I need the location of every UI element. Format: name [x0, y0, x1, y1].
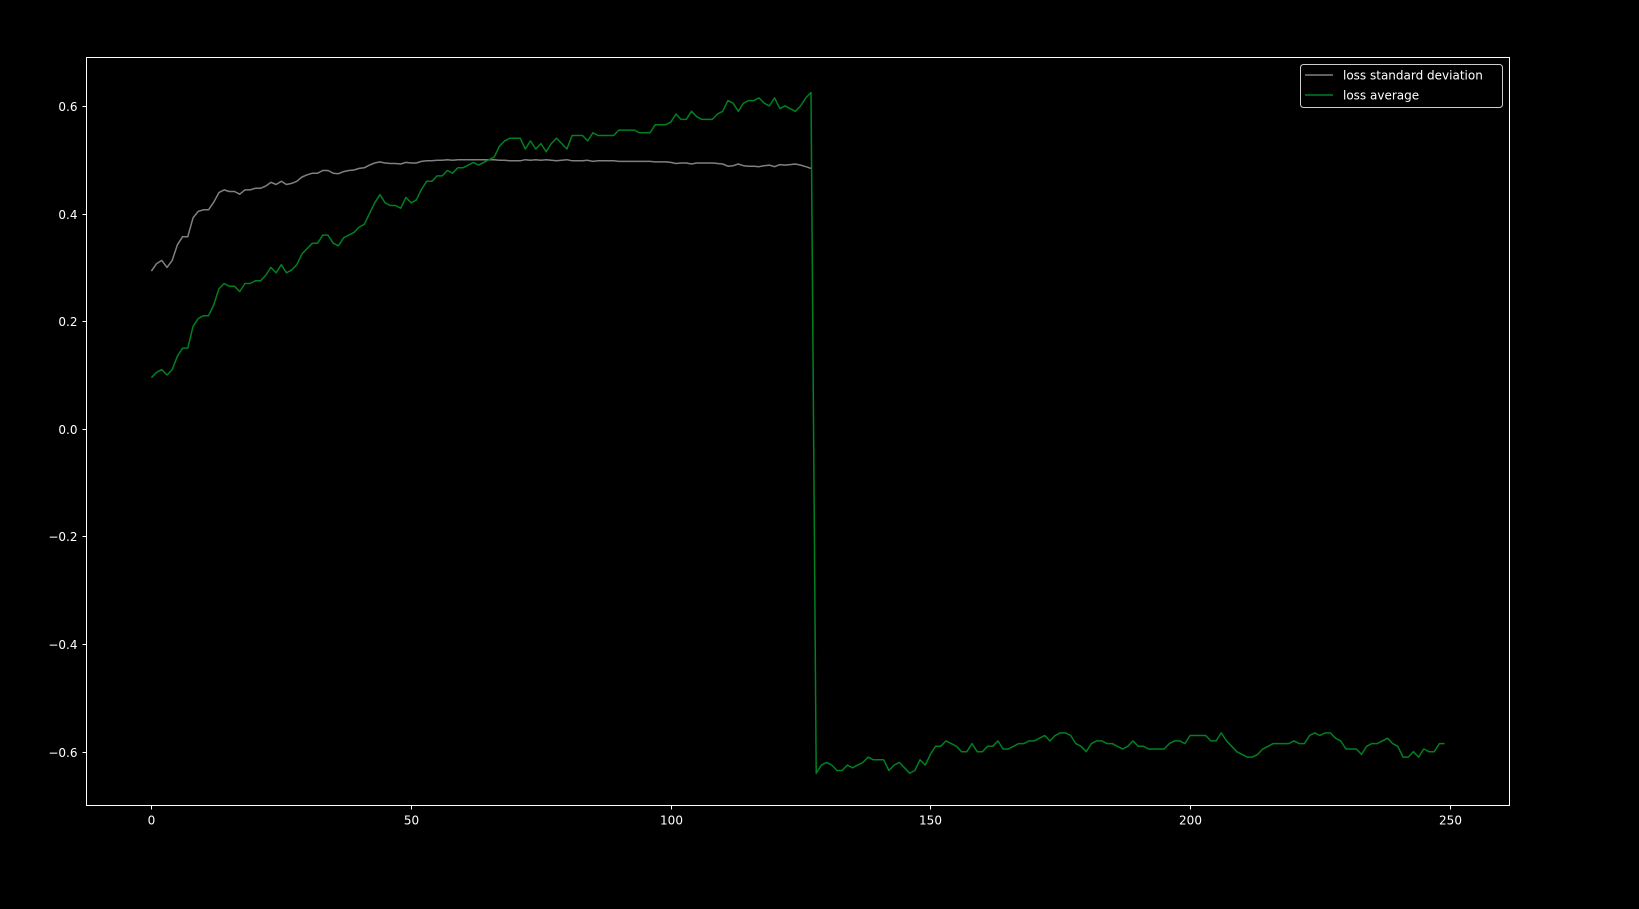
x-axis: 0 50 100 150 200 250 — [148, 805, 1462, 828]
legend-box — [1300, 64, 1503, 108]
series-line-loss-std — [150, 158, 812, 272]
x-tick-label: 150 — [919, 814, 942, 828]
plot-lines — [150, 91, 1445, 774]
legend-label-std: loss standard deviation — [1343, 69, 1483, 83]
x-tick-label: 250 — [1439, 814, 1462, 828]
x-tick-label: 50 — [404, 814, 419, 828]
x-tick-label: 0 — [148, 814, 156, 828]
y-axis: −0.6 −0.4 −0.2 0.0 0.2 0.4 0.6 — [48, 100, 87, 760]
legend-label-avg: loss average — [1343, 89, 1419, 103]
plot-frame — [86, 57, 1510, 806]
y-tick-label: 0.4 — [58, 208, 77, 222]
y-tick-label: 0.2 — [58, 315, 77, 329]
y-tick-label: 0.0 — [58, 423, 77, 437]
x-tick-label: 100 — [660, 814, 683, 828]
x-tick-label: 200 — [1179, 814, 1202, 828]
legend: loss standard deviation loss average — [1300, 64, 1503, 108]
y-tick-label: −0.2 — [48, 530, 77, 544]
y-tick-label: 0.6 — [58, 100, 77, 114]
y-tick-label: −0.4 — [48, 638, 77, 652]
y-tick-label: −0.6 — [48, 746, 77, 760]
series-line-loss-average — [150, 91, 1445, 774]
